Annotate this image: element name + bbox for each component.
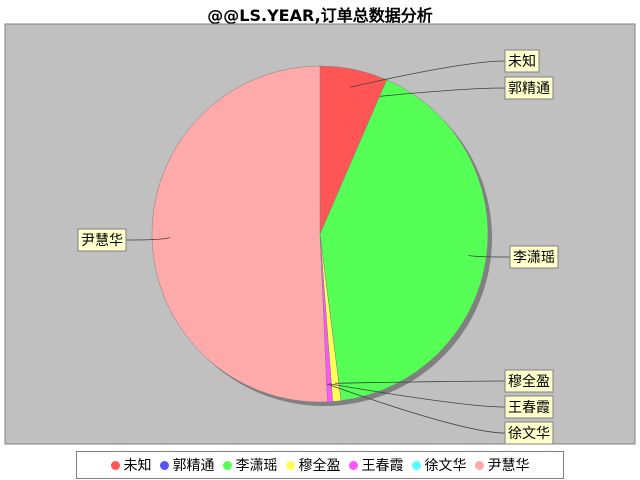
legend-swatch [159, 460, 169, 470]
slice-label-box [77, 228, 127, 252]
legend-swatch [222, 460, 232, 470]
slice-label: 尹慧华 [81, 233, 123, 249]
legend-item: 李潇瑶 [222, 455, 278, 475]
legend-label: 穆全盈 [298, 458, 341, 474]
legend-label: 郭精通 [172, 458, 215, 474]
legend-swatch [110, 460, 120, 470]
slice-label: 李潇瑶 [513, 250, 555, 266]
legend-item: 尹慧华 [474, 455, 530, 475]
slice-label: 郭精通 [508, 80, 550, 97]
legend-label: 徐文华 [424, 458, 467, 474]
slice-label-box [504, 49, 540, 73]
legend-swatch [411, 460, 421, 470]
legend-swatch [285, 460, 295, 470]
legend-item: 穆全盈 [285, 455, 341, 475]
slice-label: 穆全盈 [508, 373, 550, 390]
legend-label: 尹慧华 [487, 458, 530, 474]
legend-item: 郭精通 [159, 455, 215, 475]
label-leader-line [326, 383, 506, 434]
legend-item: 徐文华 [411, 455, 467, 475]
legend-item: 王春霞 [348, 455, 404, 475]
label-leader-line [328, 383, 506, 408]
slice-label: 王春霞 [508, 400, 550, 416]
legend-swatch [474, 460, 484, 470]
slice-label: 未知 [508, 53, 536, 70]
pie-slice [319, 79, 489, 401]
chart-legend: 未知 郭精通 李潇瑶 穆全盈 王春霞 徐文华 尹慧华 [76, 451, 564, 479]
legend-item: 未知 [110, 455, 152, 475]
label-leader-line [125, 236, 171, 241]
slice-label-box [504, 421, 554, 445]
label-leader-line [350, 60, 506, 88]
legend-label: 李潇瑶 [235, 458, 278, 474]
legend-label: 未知 [123, 458, 152, 474]
pie-slice [151, 65, 328, 403]
label-leader-line [379, 87, 506, 97]
label-leader-line [335, 380, 506, 384]
slice-label-box [504, 369, 554, 393]
legend-swatch [348, 460, 358, 470]
slice-label-box [509, 245, 559, 269]
slice-label-box [504, 76, 554, 100]
slice-label: 徐文华 [508, 426, 550, 442]
legend-label: 王春霞 [361, 458, 404, 474]
slice-label-box [504, 395, 554, 419]
chart-title: @@LS.YEAR,订单总数据分析 [207, 6, 433, 25]
label-leader-line [468, 254, 511, 258]
